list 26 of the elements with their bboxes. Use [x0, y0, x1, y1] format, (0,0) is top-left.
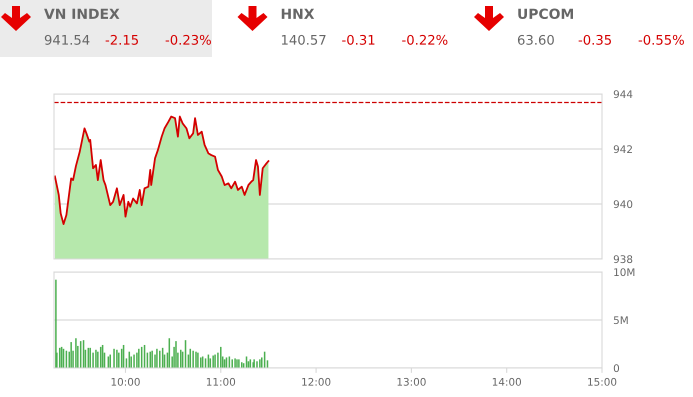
text: -0.35	[578, 34, 611, 45]
text: UPCOM	[518, 8, 573, 20]
text: 63.60	[518, 34, 554, 45]
text: 941.54	[44, 34, 90, 45]
text: -0.23%	[166, 34, 211, 45]
x-tick-label: 10:00	[112, 378, 140, 386]
text: -0.55%	[638, 34, 684, 45]
text: -2.15	[106, 34, 138, 45]
y-tick-label: 940	[614, 200, 632, 208]
line-series	[54, 116, 270, 225]
x-tick-label: 15:00	[588, 378, 616, 386]
text: VN INDEX	[44, 8, 120, 19]
text: -0.31	[342, 34, 374, 45]
text: 140.57	[282, 34, 326, 45]
text: -0.22%	[402, 34, 448, 45]
text: HNX	[282, 8, 314, 19]
y-tick-label: 944	[614, 90, 632, 98]
y-tick-label: 0	[614, 364, 620, 372]
x-tick-label: 13:00	[398, 378, 426, 386]
y-tick-label: 10M	[614, 268, 634, 276]
y-tick-label: 5M	[614, 316, 628, 324]
x-tick-label: 11:00	[206, 378, 236, 386]
x-tick-label: 12:00	[302, 378, 330, 386]
y-tick-label: 942	[614, 145, 632, 154]
x-tick-label: 14:00	[492, 378, 522, 386]
y-tick-label: 938	[614, 255, 632, 264]
